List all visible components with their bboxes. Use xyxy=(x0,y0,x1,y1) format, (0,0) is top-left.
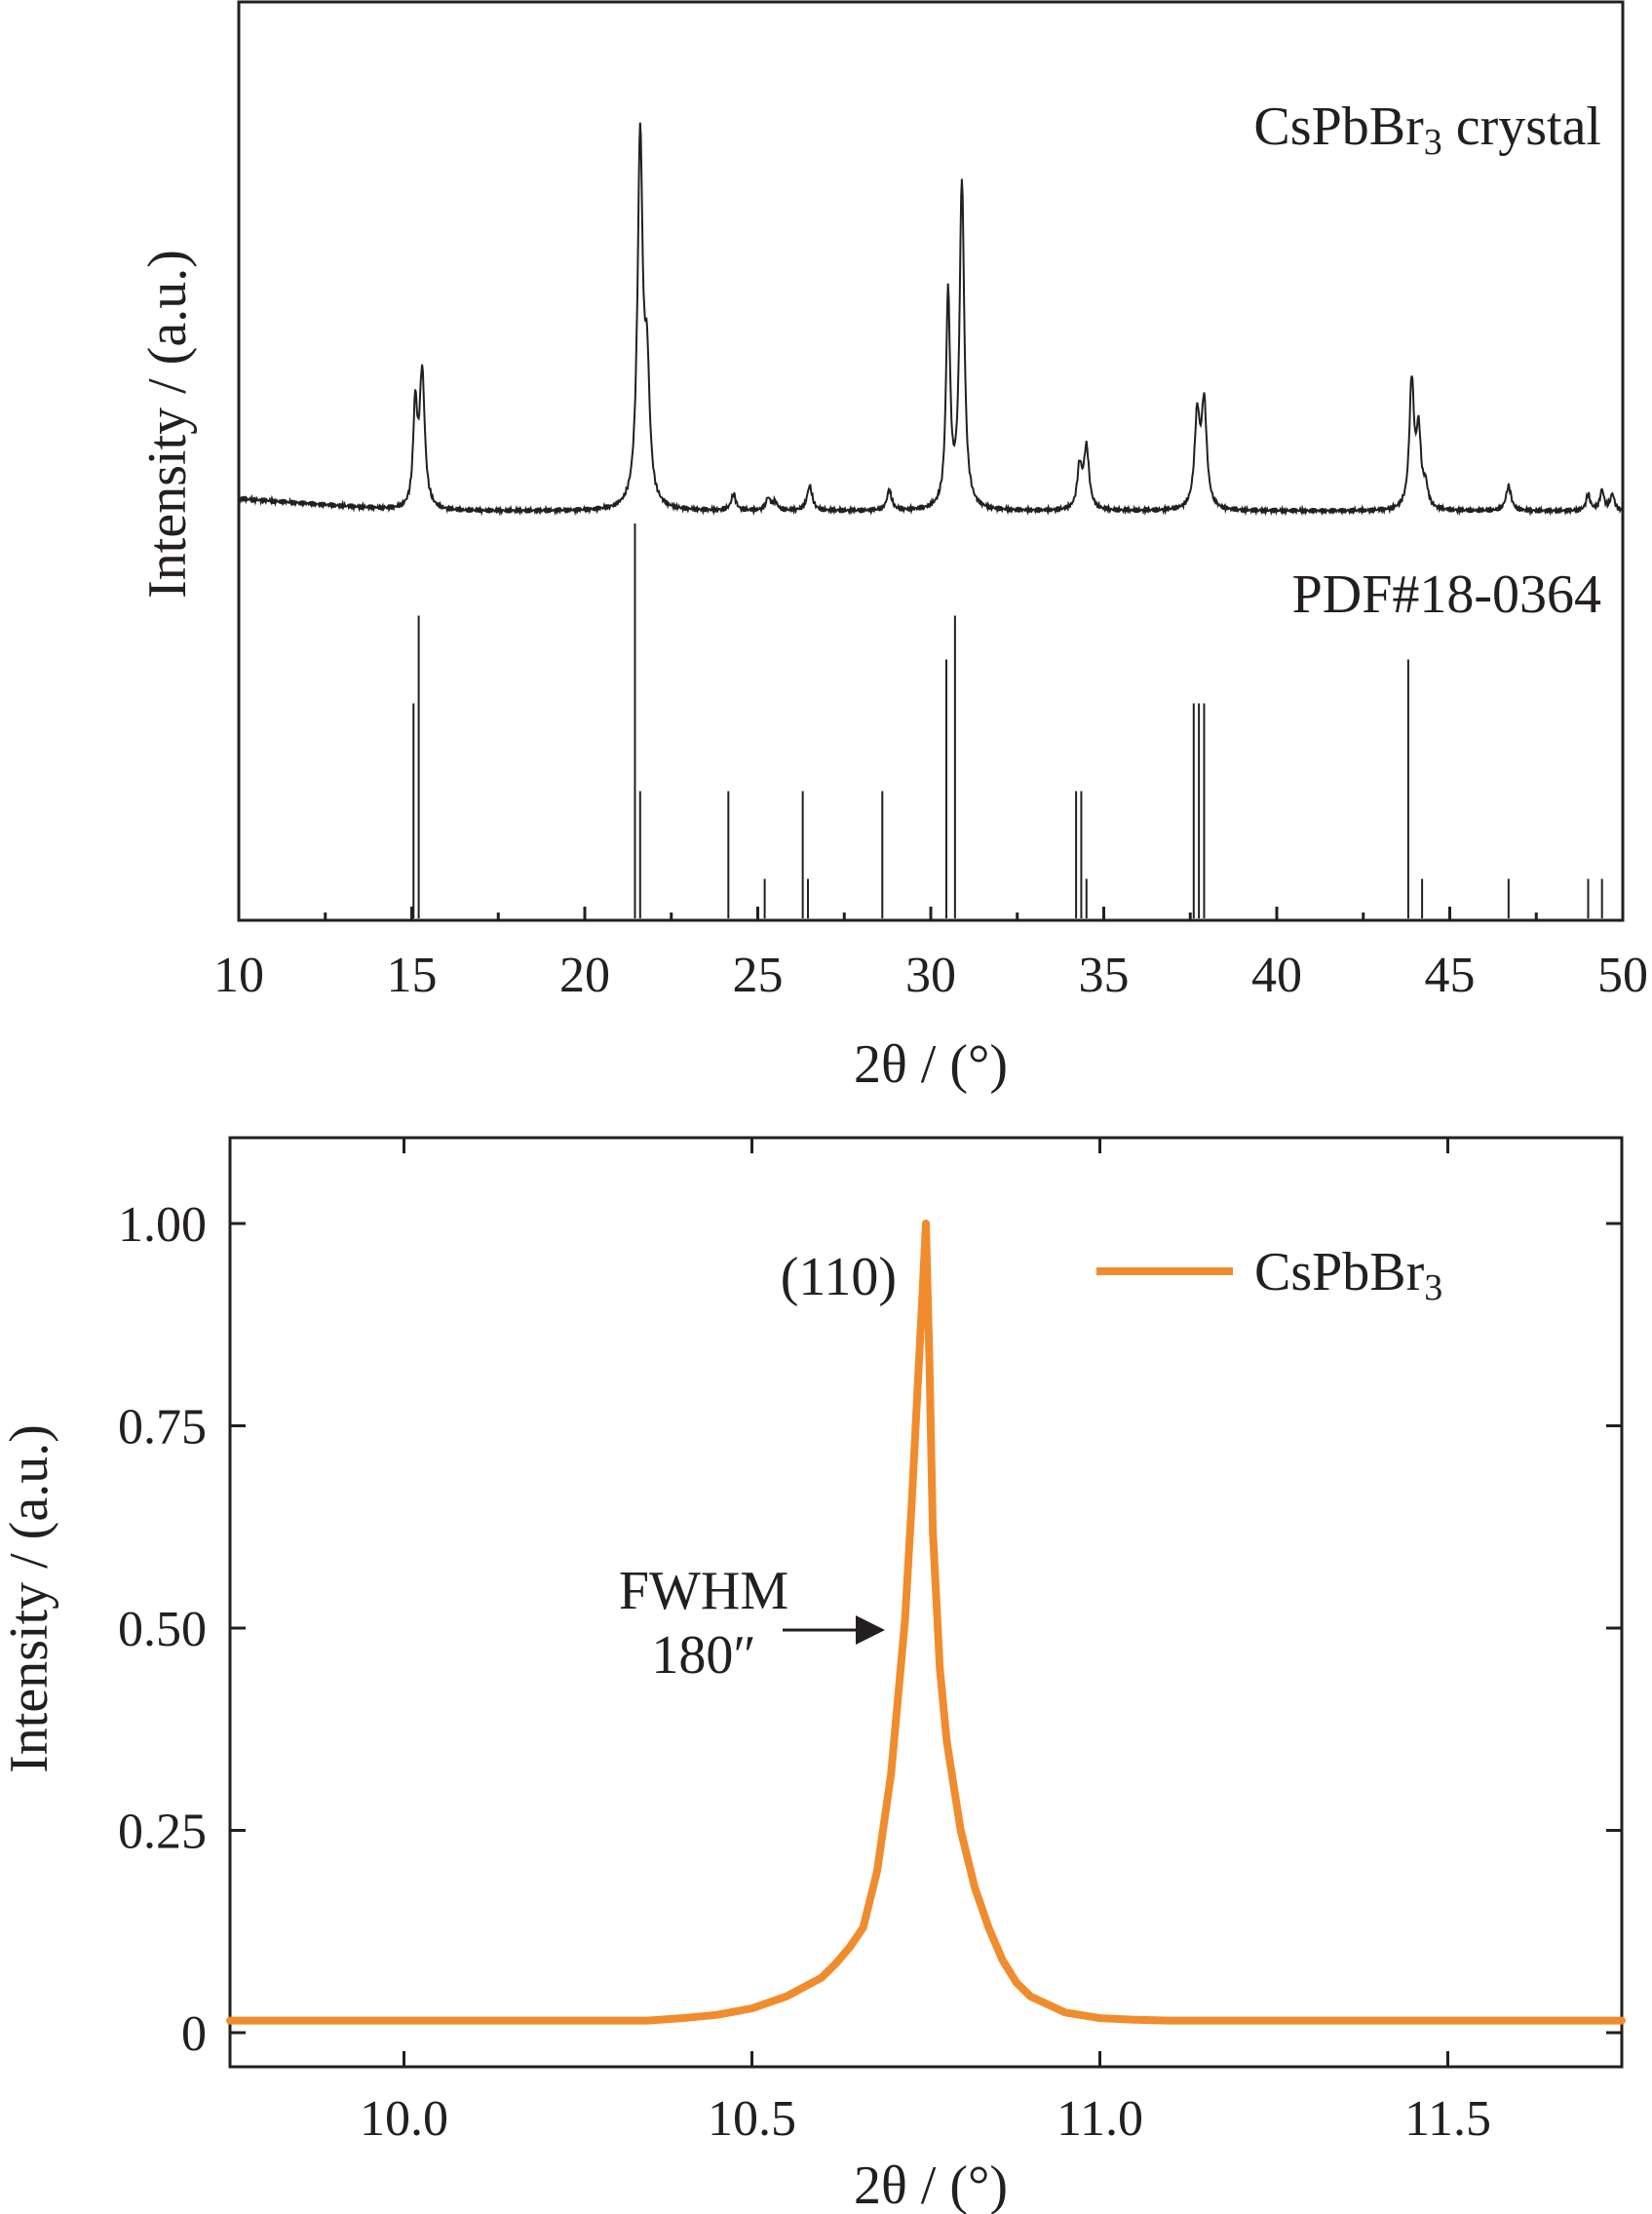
top-x-tick-label: 35 xyxy=(1079,948,1130,1003)
bottom-y-tick-label: 0 xyxy=(181,2006,207,2062)
bottom-x-tick-labels: 10.0 10.5 11.0 11.5 xyxy=(360,2091,1491,2147)
top-x-tick-label: 15 xyxy=(387,948,438,1003)
reference-pattern-label: PDF#18-0364 xyxy=(1292,564,1601,625)
top-x-tick-label: 45 xyxy=(1425,948,1476,1003)
subscript-3: 3 xyxy=(1424,122,1442,163)
measured-pattern-line xyxy=(238,122,1624,517)
bottom-y-axis-title: Intensity / (a.u.) xyxy=(0,1424,59,1773)
top-x-tick-label: 10 xyxy=(213,948,264,1003)
bottom-y-tick-label: 1.00 xyxy=(118,1197,207,1253)
bottom-x-ticks xyxy=(403,1138,1449,2067)
bottom-x-tick-label: 11.5 xyxy=(1404,2091,1491,2147)
measured-label-suffix: crystal xyxy=(1442,97,1601,157)
bottom-y-tick-label: 0.75 xyxy=(118,1400,207,1456)
top-x-tick-label: 40 xyxy=(1251,948,1302,1003)
bottom-y-tick-label: 0.50 xyxy=(118,1602,207,1657)
fwhm-label: FWHM xyxy=(619,1561,788,1621)
bottom-x-tick-label: 11.0 xyxy=(1057,2091,1143,2147)
bottom-x-tick-label: 10.0 xyxy=(360,2091,448,2147)
reference-sticks xyxy=(412,524,1603,918)
top-x-ticks xyxy=(237,907,1625,920)
peak-label-110: (110) xyxy=(781,1247,897,1307)
measured-pattern-label: CsPbBr3 crystal xyxy=(1253,97,1601,163)
bottom-plot-frame xyxy=(228,1136,1624,2069)
rocking-curve-panel: 10.0 10.5 11.0 11.5 0 0.25 0.50 0.75 1.00 CsPbB… xyxy=(0,1136,1626,2214)
bottom-x-tick-label: 10.5 xyxy=(708,2091,796,2147)
bottom-y-tick-label: 0.25 xyxy=(118,1805,207,1860)
fwhm-value: 180″ xyxy=(651,1625,755,1686)
legend-label: CsPbBr3 xyxy=(1254,1242,1442,1308)
legend: CsPbBr3 xyxy=(1096,1242,1442,1308)
bottom-x-axis-title: 2θ / (°) xyxy=(854,2156,1008,2214)
bottom-y-tick-labels: 0 0.25 0.50 0.75 1.00 xyxy=(118,1197,207,2062)
top-x-tick-labels: 10 15 20 25 30 35 40 45 50 xyxy=(213,948,1648,1003)
top-x-tick-label: 30 xyxy=(905,948,956,1003)
top-x-tick-label: 25 xyxy=(733,948,784,1003)
top-y-axis-title: Intensity / (a.u.) xyxy=(137,250,198,599)
xrd-pattern-panel: 10 15 20 25 30 35 40 45 50 CsPbBr3 crystal PDF#1… xyxy=(137,0,1648,1095)
top-x-tick-label: 50 xyxy=(1597,948,1648,1003)
top-x-axis-title: 2θ / (°) xyxy=(854,1034,1008,1095)
cspbbr3-curve xyxy=(226,1220,1626,2025)
top-x-tick-label: 20 xyxy=(559,948,610,1003)
subscript-3: 3 xyxy=(1424,1267,1442,1308)
bottom-y-ticks xyxy=(230,1222,1622,2035)
